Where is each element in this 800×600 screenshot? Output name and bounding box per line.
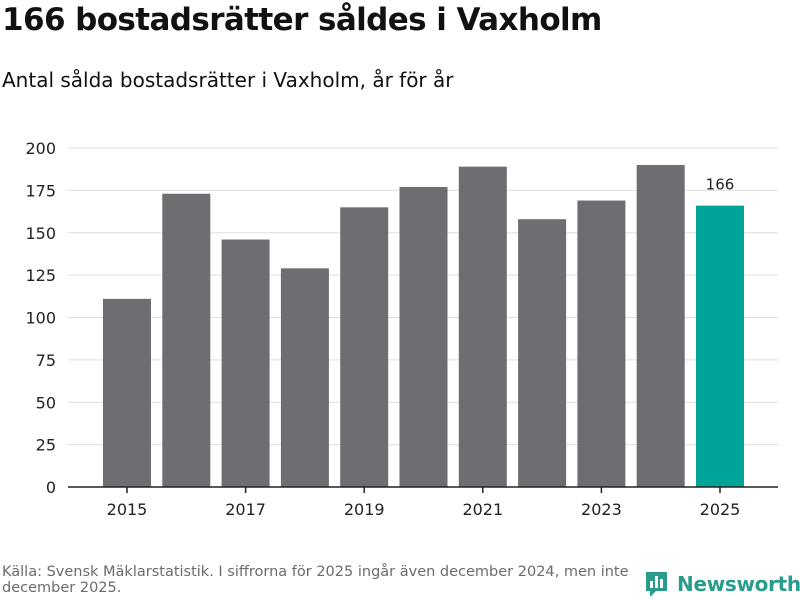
- chart-subtitle: Antal sålda bostadsrätter i Vaxholm, år …: [2, 68, 454, 92]
- x-tick-label: 2019: [344, 500, 385, 519]
- source-note: Källa: Svensk Mäklarstatistik. I siffror…: [2, 564, 629, 596]
- y-tick-label: 150: [25, 224, 56, 243]
- y-tick-label: 25: [36, 436, 56, 455]
- chart-title: 166 bostadsrätter såldes i Vaxholm: [2, 2, 602, 38]
- x-tick-label: 2023: [581, 500, 622, 519]
- bar-2021: [458, 166, 507, 487]
- bar-2022: [518, 219, 567, 487]
- y-tick-label: 200: [25, 139, 56, 158]
- y-tick-label: 125: [25, 266, 56, 285]
- brand-logo[interactable]: Newsworthy: [644, 570, 800, 598]
- x-tick-label: 2017: [225, 500, 266, 519]
- y-tick-label: 50: [36, 393, 56, 412]
- x-tick-label: 2015: [107, 500, 148, 519]
- data-label-2025: 166: [706, 176, 735, 194]
- bar-2020: [399, 186, 448, 488]
- bar-2019: [340, 207, 389, 487]
- y-tick-label: 75: [36, 351, 56, 370]
- bar-2017: [221, 239, 270, 487]
- bar-2024: [636, 164, 685, 487]
- brand-name: Newsworthy: [677, 572, 800, 596]
- y-tick-label: 100: [25, 309, 56, 328]
- bar-2018: [280, 268, 329, 487]
- bar-chart: 0 25 50 75 100 125 150 175 200 166 2015 2017 2019 202…: [25, 139, 778, 519]
- y-tick-label: 0: [46, 478, 56, 497]
- bar-2025: [696, 205, 744, 487]
- x-tick-label: 2025: [700, 500, 741, 519]
- bar-2015: [103, 298, 151, 487]
- y-tick-label: 175: [25, 181, 56, 200]
- bar-2016: [162, 193, 211, 487]
- bar-2023: [577, 200, 626, 488]
- bar-chart-speech-icon: [646, 572, 667, 597]
- x-tick-label: 2021: [462, 500, 503, 519]
